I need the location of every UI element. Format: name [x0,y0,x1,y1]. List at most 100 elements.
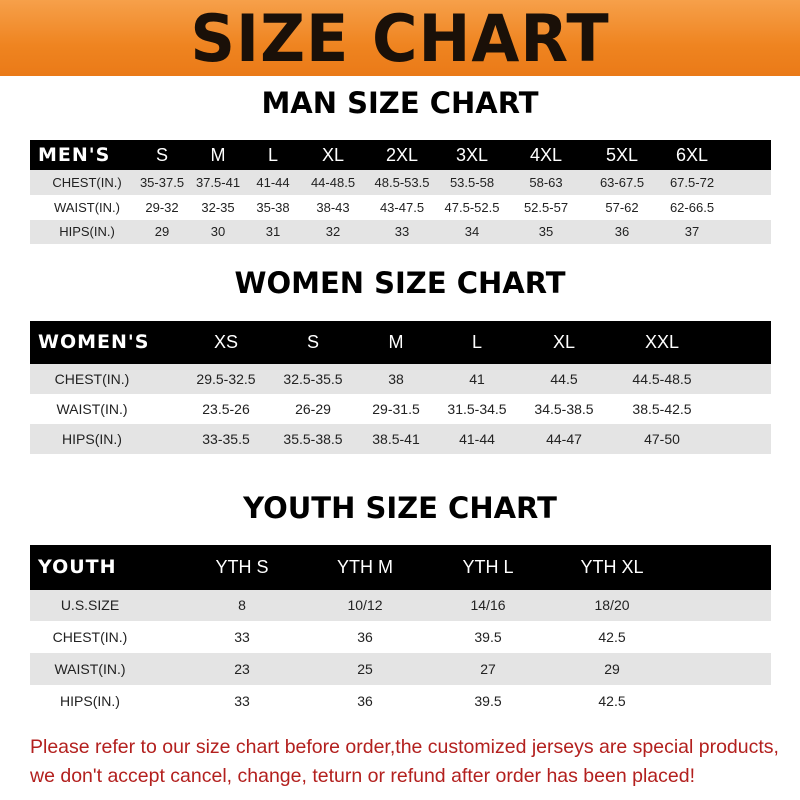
table-cell: 32-35 [201,200,235,215]
table-row: HIPS(IN.) 33 36 39.5 42.5 [30,685,771,717]
table-cell: 62-66.5 [669,200,715,215]
table-cell: 41-44 [459,431,495,447]
measurement-label: CHEST(IN.) [52,175,122,190]
measurement-label: WAIST(IN.) [54,661,126,677]
table-title-cell: YOUTH [38,556,117,578]
men-section-title: MAN SIZE CHART [261,86,539,120]
women-header-row: WOMEN'S XS S M L XL XXL [30,321,771,364]
table-row: WAIST(IN.) 29-32 32-35 35-38 38-43 43-47.5 47.… [30,195,771,220]
table-cell: 44-47 [546,431,582,447]
table-cell: 29 [154,224,170,239]
size-header-cell: YTH S [215,557,269,577]
table-cell: 44.5 [550,371,578,387]
size-header-cell: M [388,332,404,352]
table-cell: 29.5-32.5 [196,371,256,387]
measurement-label: HIPS(IN.) [62,431,122,447]
table-cell: 53.5-58 [449,175,495,190]
notice-line-1: Please refer to our size chart before or… [30,736,779,758]
table-cell: 37 [684,224,700,239]
size-header-cell: XL [552,332,576,352]
table-row: CHEST(IN.) 33 36 39.5 42.5 [30,621,771,653]
youth-header-row: YOUTH YTH S YTH M YTH L YTH XL [30,545,771,590]
table-cell: 34 [464,224,480,239]
measurement-label: WAIST(IN.) [56,401,128,417]
size-header-cell: 3XL [455,145,489,165]
table-cell: 35 [538,224,554,239]
size-header-cell: 6XL [675,145,709,165]
table-cell: 41 [469,371,485,387]
size-header-cell: XL [321,145,345,165]
table-row: HIPS(IN.) 29 30 31 32 33 34 35 36 37 [30,220,771,244]
table-cell: 35-37.5 [139,175,185,190]
table-cell: 34.5-38.5 [534,401,594,417]
table-row: CHEST(IN.) 35-37.5 37.5-41 41-44 44-48.5 48.5… [30,170,771,195]
page-title: SIZE CHART [190,0,610,77]
table-cell: 39.5 [474,693,502,709]
table-cell: 33 [234,629,250,645]
size-header-cell: YTH L [462,557,514,577]
table-cell: 35.5-38.5 [283,431,343,447]
size-header-cell: 4XL [529,145,563,165]
measurement-label: CHEST(IN.) [52,629,128,645]
table-cell: 47.5-52.5 [444,200,500,215]
table-cell: 30 [210,224,226,239]
size-header-cell: 5XL [605,145,639,165]
table-cell: 42.5 [598,693,626,709]
table-cell: 29-31.5 [372,401,420,417]
table-title-cell: WOMEN'S [38,331,150,353]
men-header-row: MEN'S S M L XL 2XL 3XL 4XL 5XL 6XL [30,140,771,170]
notice-line-2: we don't accept cancel, change, teturn o… [30,765,695,787]
measurement-label: HIPS(IN.) [60,693,120,709]
youth-section-title: YOUTH SIZE CHART [243,491,557,525]
table-cell: 42.5 [598,629,626,645]
table-cell: 10/12 [347,597,383,613]
table-cell: 14/16 [470,597,506,613]
table-cell: 31.5-34.5 [447,401,507,417]
table-cell: 29 [604,661,620,677]
table-cell: 33-35.5 [202,431,250,447]
table-cell: 52.5-57 [523,200,569,215]
table-cell: 43-47.5 [379,200,425,215]
size-header-cell: XXL [644,332,680,352]
youth-size-table: YOUTH YTH S YTH M YTH L YTH XL U.S.SIZE 8 10/12… [30,545,771,717]
table-cell: 58-63 [529,175,563,190]
table-cell: 26-29 [295,401,331,417]
banner: SIZE CHART [0,0,800,77]
table-cell: 32.5-35.5 [283,371,343,387]
table-cell: 23.5-26 [202,401,250,417]
table-cell: 39.5 [474,629,502,645]
table-cell: 38.5-41 [372,431,420,447]
table-cell: 36 [357,693,373,709]
measurement-label: U.S.SIZE [60,597,120,613]
table-cell: 33 [394,224,410,239]
table-cell: 38 [388,371,404,387]
women-size-table: WOMEN'S XS S M L XL XXL CHEST(IN.) 29.5-32.5 32.5… [30,321,771,454]
table-cell: 44.5-48.5 [632,371,692,387]
table-cell: 47-50 [644,431,680,447]
table-cell: 35-38 [256,200,290,215]
table-cell: 33 [234,693,250,709]
table-cell: 27 [480,661,496,677]
table-row: WAIST(IN.) 23 25 27 29 [30,653,771,685]
table-cell: 36 [614,224,630,239]
table-cell: 41-44 [256,175,290,190]
table-cell: 23 [234,661,250,677]
table-cell: 67.5-72 [669,175,715,190]
size-header-cell: M [210,145,226,165]
women-section-title: WOMEN SIZE CHART [234,266,566,300]
size-header-cell: XS [213,332,239,352]
size-header-cell: 2XL [385,145,419,165]
men-size-table: MEN'S S M L XL 2XL 3XL 4XL 5XL 6XL CHEST(IN.) 35-37… [30,140,771,244]
table-row: CHEST(IN.) 29.5-32.5 32.5-35.5 38 41 44.5 44.5… [30,364,771,394]
measurement-label: WAIST(IN.) [54,200,120,215]
size-header-cell: L [471,332,483,352]
table-title-cell: MEN'S [38,144,111,166]
size-header-cell: S [306,332,320,352]
table-row: U.S.SIZE 8 10/12 14/16 18/20 [30,590,771,621]
table-cell: 31 [265,224,281,239]
order-notice: Please refer to our size chart before or… [30,733,800,791]
table-cell: 8 [238,597,246,613]
table-cell: 25 [357,661,373,677]
table-cell: 29-32 [145,200,179,215]
table-cell: 37.5-41 [195,175,241,190]
